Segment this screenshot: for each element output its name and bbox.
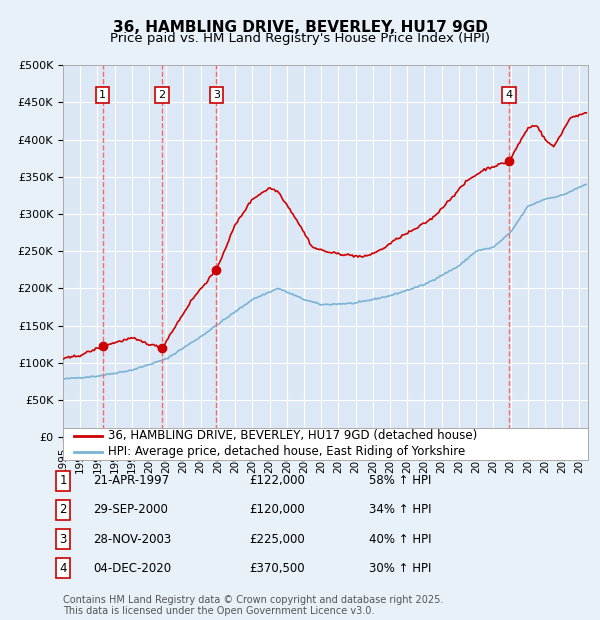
Text: 34% ↑ HPI: 34% ↑ HPI: [369, 503, 431, 516]
Text: 58% ↑ HPI: 58% ↑ HPI: [369, 474, 431, 487]
Text: 40% ↑ HPI: 40% ↑ HPI: [369, 533, 431, 546]
Text: £225,000: £225,000: [249, 533, 305, 546]
Text: Price paid vs. HM Land Registry's House Price Index (HPI): Price paid vs. HM Land Registry's House …: [110, 32, 490, 45]
Text: 04-DEC-2020: 04-DEC-2020: [93, 562, 171, 575]
Text: 1: 1: [99, 90, 106, 100]
Text: 36, HAMBLING DRIVE, BEVERLEY, HU17 9GD (detached house): 36, HAMBLING DRIVE, BEVERLEY, HU17 9GD (…: [107, 430, 477, 442]
Text: 36, HAMBLING DRIVE, BEVERLEY, HU17 9GD: 36, HAMBLING DRIVE, BEVERLEY, HU17 9GD: [113, 20, 487, 35]
Text: 1: 1: [59, 474, 67, 487]
Text: £370,500: £370,500: [249, 562, 305, 575]
Text: 28-NOV-2003: 28-NOV-2003: [93, 533, 171, 546]
Text: Contains HM Land Registry data © Crown copyright and database right 2025.
This d: Contains HM Land Registry data © Crown c…: [63, 595, 443, 616]
Text: £122,000: £122,000: [249, 474, 305, 487]
Text: 2: 2: [59, 503, 67, 516]
Text: 4: 4: [59, 562, 67, 575]
Text: 3: 3: [213, 90, 220, 100]
Text: 29-SEP-2000: 29-SEP-2000: [93, 503, 168, 516]
Text: 21-APR-1997: 21-APR-1997: [93, 474, 169, 487]
Text: 4: 4: [506, 90, 513, 100]
Text: HPI: Average price, detached house, East Riding of Yorkshire: HPI: Average price, detached house, East…: [107, 446, 465, 458]
Text: 3: 3: [59, 533, 67, 546]
Text: £120,000: £120,000: [249, 503, 305, 516]
Text: 2: 2: [158, 90, 166, 100]
Text: 30% ↑ HPI: 30% ↑ HPI: [369, 562, 431, 575]
